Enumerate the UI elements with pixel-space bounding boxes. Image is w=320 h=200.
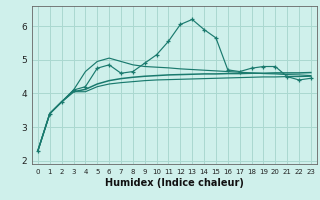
X-axis label: Humidex (Indice chaleur): Humidex (Indice chaleur)	[105, 178, 244, 188]
